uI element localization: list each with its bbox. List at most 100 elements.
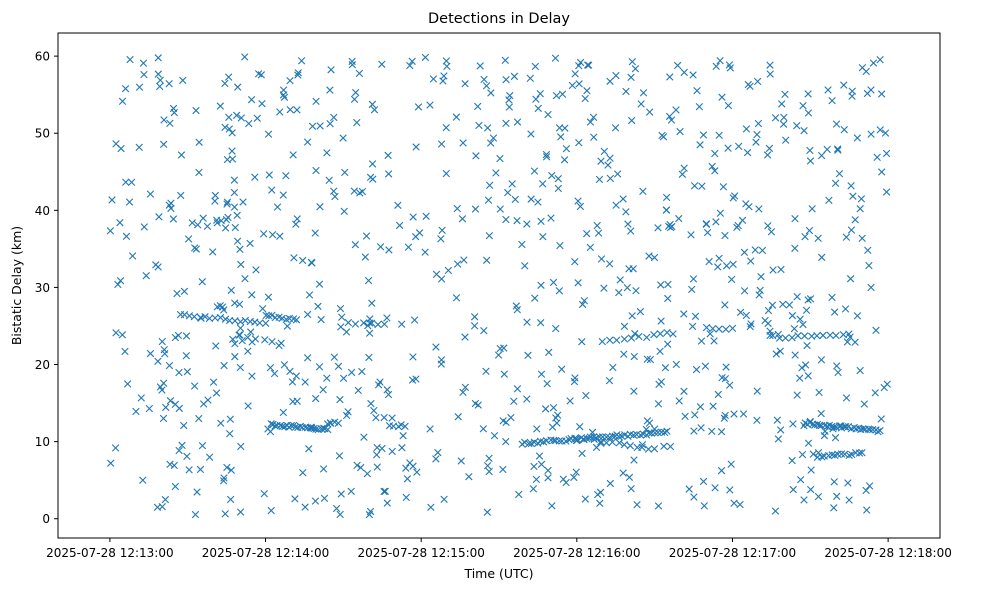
y-axis: 0 10 20 30 40 50 60 — [35, 50, 58, 526]
scatter-point — [832, 331, 840, 340]
scatter-point — [579, 435, 588, 443]
scatter-point — [139, 59, 148, 67]
scatter-point — [192, 245, 201, 253]
scatter-point — [404, 243, 413, 251]
y-tick-label: 0 — [42, 512, 50, 526]
scatter-point — [863, 89, 872, 98]
scatter-point — [198, 442, 207, 450]
scatter-point — [199, 214, 207, 222]
scatter-point — [314, 302, 322, 311]
scatter-point — [660, 428, 669, 437]
scatter-point — [527, 195, 535, 203]
scatter-point — [581, 94, 589, 103]
scatter-point — [722, 325, 730, 334]
scatter-point — [597, 255, 606, 263]
scatter-point — [736, 308, 745, 317]
scatter-point — [225, 113, 233, 122]
scatter-point — [114, 280, 122, 289]
scatter-point — [833, 145, 842, 153]
scatter-point — [847, 182, 855, 190]
scatter-point — [578, 300, 587, 309]
scatter-point — [612, 71, 620, 80]
scatter-point — [190, 382, 199, 390]
scatter-point — [411, 232, 420, 241]
scatter-point — [590, 133, 598, 141]
scatter-point — [292, 372, 301, 380]
scatter-point — [814, 449, 823, 457]
scatter-point — [558, 90, 567, 98]
scatter-point — [862, 486, 870, 495]
scatter-point — [128, 252, 137, 260]
scatter-point — [367, 399, 375, 408]
scatter-point — [414, 103, 423, 111]
scatter-point — [326, 86, 334, 94]
scatter-point — [111, 444, 120, 452]
scatter-point — [630, 456, 638, 464]
scatter-point — [711, 484, 719, 492]
scatter-point — [142, 271, 150, 280]
scatter-point — [769, 266, 777, 274]
scatter-point — [688, 285, 696, 294]
scatter-point — [801, 361, 810, 369]
scatter-point — [555, 287, 564, 295]
scatter-point — [616, 276, 624, 284]
scatter-point — [513, 305, 521, 314]
scatter-point — [608, 432, 617, 440]
scatter-point — [753, 130, 761, 139]
scatter-point — [830, 423, 838, 431]
scatter-point — [403, 475, 412, 483]
scatter-point — [549, 278, 558, 287]
scatter-point — [154, 70, 162, 78]
scatter-point — [118, 331, 127, 339]
scatter-point — [803, 341, 811, 350]
scatter-point — [615, 288, 623, 297]
scatter-point — [376, 243, 385, 251]
scatter-point — [278, 422, 287, 431]
scatter-point — [631, 65, 640, 73]
scatter-point — [781, 90, 789, 99]
scatter-point — [421, 248, 429, 256]
scatter-point — [680, 68, 688, 77]
scatter-point — [280, 361, 289, 369]
scatter-point — [323, 374, 331, 382]
scatter-point — [669, 330, 677, 338]
scatter-point — [605, 260, 614, 268]
scatter-point — [774, 435, 783, 443]
scatter-point — [708, 162, 716, 171]
scatter-point — [728, 324, 737, 333]
scatter-point — [620, 335, 629, 343]
scatter-point — [539, 232, 547, 241]
scatter-point — [727, 460, 735, 468]
scatter-point — [636, 307, 645, 316]
scatter-point — [326, 119, 334, 128]
scatter-point — [666, 73, 674, 81]
scatter-point — [194, 221, 202, 229]
scatter-point — [372, 413, 380, 422]
scatter-point — [691, 312, 700, 320]
scatter-point — [824, 86, 832, 94]
scatter-point — [496, 205, 504, 213]
scatter-point — [230, 203, 239, 211]
scatter-point — [654, 400, 663, 408]
scatter-point — [366, 507, 375, 516]
scatter-point — [362, 232, 371, 240]
scatter-point — [548, 171, 556, 180]
scatter-point — [160, 116, 168, 124]
scatter-point — [802, 306, 811, 315]
scatter-point — [320, 494, 329, 502]
scatter-point — [856, 205, 864, 213]
scatter-point — [311, 497, 320, 505]
scatter-point — [177, 151, 186, 159]
scatter-point — [534, 104, 542, 113]
scatter-point — [840, 125, 848, 134]
scatter-point — [293, 106, 301, 114]
scatter-point — [585, 61, 593, 69]
scatter-point — [833, 492, 841, 501]
scatter-point — [490, 431, 499, 440]
scatter-point — [877, 415, 885, 423]
scatter-point — [808, 205, 816, 213]
scatter-point — [259, 230, 268, 238]
scatter-point — [221, 224, 230, 232]
scatter-point — [337, 323, 345, 331]
scatter-point — [165, 361, 174, 370]
